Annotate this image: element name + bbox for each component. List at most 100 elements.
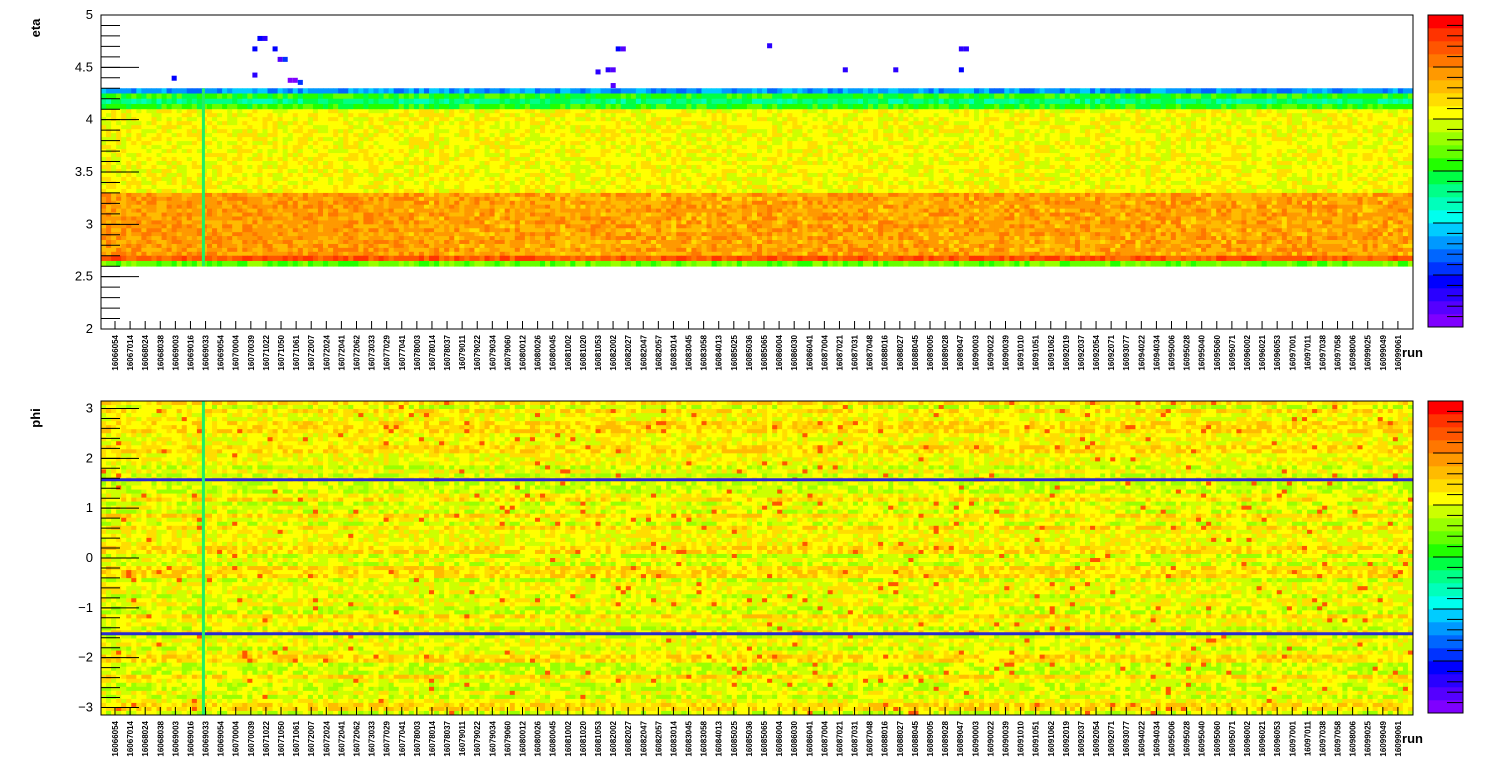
heatmap-cell <box>590 93 596 100</box>
heatmap-cell <box>196 121 203 126</box>
heatmap-cell <box>751 88 758 94</box>
heatmap-cell <box>297 137 304 142</box>
heatmap-cell <box>651 141 657 146</box>
heatmap-cell <box>706 93 712 100</box>
heatmap-cell <box>1281 137 1288 142</box>
heatmap-cell <box>979 145 985 150</box>
heatmap-cell <box>620 133 627 138</box>
heatmap-cell <box>393 149 400 154</box>
heatmap-cell <box>494 88 501 94</box>
heatmap-cell <box>1105 98 1111 105</box>
heatmap-cell <box>852 113 859 118</box>
heatmap-cell <box>570 109 576 114</box>
heatmap-cell <box>1382 165 1389 170</box>
heatmap-cell <box>635 103 642 110</box>
heatmap-cell <box>131 98 137 105</box>
heatmap-cell <box>832 129 839 134</box>
heatmap-cell <box>509 145 516 150</box>
heatmap-cell <box>302 149 309 154</box>
heatmap-cell <box>1286 141 1293 146</box>
heatmap-cell <box>757 113 763 118</box>
heatmap-cell <box>1402 121 1409 126</box>
heatmap-cell <box>1206 117 1212 122</box>
heatmap-cell <box>388 117 395 122</box>
heatmap-cell <box>287 169 294 174</box>
heatmap-cell <box>741 157 748 162</box>
heatmap-cell <box>509 113 516 118</box>
heatmap-cell <box>1407 141 1414 146</box>
heatmap-cell <box>1357 88 1363 94</box>
heatmap-cell <box>161 161 167 166</box>
heatmap-cell <box>1241 113 1247 118</box>
heatmap-cell <box>1150 149 1157 154</box>
heatmap-cell <box>464 153 470 158</box>
heatmap-cell <box>186 169 193 174</box>
heatmap-cell <box>368 121 374 126</box>
heatmap-cell <box>1145 103 1151 110</box>
heatmap-cell <box>1382 161 1389 166</box>
heatmap-cell <box>973 129 980 134</box>
heatmap-cell <box>287 157 294 162</box>
heatmap-cell <box>302 121 309 126</box>
heatmap-cell <box>1266 88 1273 94</box>
heatmap-cell <box>302 103 309 110</box>
heatmap-cell <box>726 117 733 122</box>
heatmap-cell <box>817 145 823 150</box>
heatmap-cell <box>691 117 697 122</box>
heatmap-cell <box>171 133 178 138</box>
heatmap-cell <box>645 125 652 130</box>
heatmap-cell <box>1165 98 1172 105</box>
heatmap-cell <box>101 133 107 138</box>
heatmap-cell <box>328 103 334 110</box>
heatmap-cell <box>751 133 758 138</box>
heatmap-cell <box>1105 109 1111 114</box>
heatmap-cell <box>1201 121 1207 126</box>
heatmap-cell <box>469 103 475 110</box>
heatmap-cell <box>434 145 440 150</box>
heatmap-cell <box>857 141 864 146</box>
heatmap-cell <box>413 133 420 138</box>
heatmap-cell <box>1105 117 1111 122</box>
heatmap-cell <box>1367 103 1374 110</box>
heatmap-cell <box>348 88 354 94</box>
heatmap-cell <box>1054 157 1061 162</box>
heatmap-cell <box>984 133 990 138</box>
heatmap-cell <box>1160 149 1167 154</box>
heatmap-cell <box>913 109 919 114</box>
heatmap-cell <box>1024 93 1030 100</box>
heatmap-cell <box>822 113 829 118</box>
heatmap-cell <box>943 153 950 158</box>
heatmap-cell <box>847 161 854 166</box>
heatmap-cell <box>1337 117 1343 122</box>
heatmap-cell <box>802 165 808 170</box>
heatmap-cell <box>1105 93 1111 100</box>
heatmap-cell <box>984 113 990 118</box>
heatmap-cell <box>186 109 193 114</box>
heatmap-cell <box>1211 157 1217 162</box>
heatmap-cell <box>706 137 712 142</box>
heatmap-cell <box>196 93 203 100</box>
heatmap-cell <box>131 133 137 138</box>
heatmap-cell <box>943 109 950 114</box>
heatmap-cell <box>1327 137 1333 142</box>
heatmap-cell <box>1397 93 1404 100</box>
heatmap-cell <box>958 153 965 158</box>
heatmap-cell <box>1271 141 1278 146</box>
heatmap-cell <box>570 165 576 170</box>
heatmap-cell <box>1135 93 1141 100</box>
heatmap-cell <box>862 88 869 94</box>
heatmap-cell <box>661 129 667 134</box>
heatmap-cell <box>837 117 844 122</box>
heatmap-cell <box>1206 93 1212 100</box>
heatmap-cell <box>1362 113 1368 118</box>
heatmap-cell <box>857 103 864 110</box>
heatmap-cell <box>317 121 324 126</box>
heatmap-cell <box>297 93 304 100</box>
heatmap-cell <box>701 93 707 100</box>
heatmap-cell <box>1407 93 1414 100</box>
heatmap-cell <box>121 98 127 105</box>
heatmap-cell <box>913 125 919 130</box>
heatmap-cell <box>408 121 415 126</box>
heatmap-cell <box>101 113 107 118</box>
heatmap-cell <box>893 141 899 146</box>
